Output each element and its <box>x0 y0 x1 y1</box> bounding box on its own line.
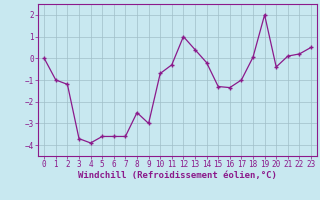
X-axis label: Windchill (Refroidissement éolien,°C): Windchill (Refroidissement éolien,°C) <box>78 171 277 180</box>
